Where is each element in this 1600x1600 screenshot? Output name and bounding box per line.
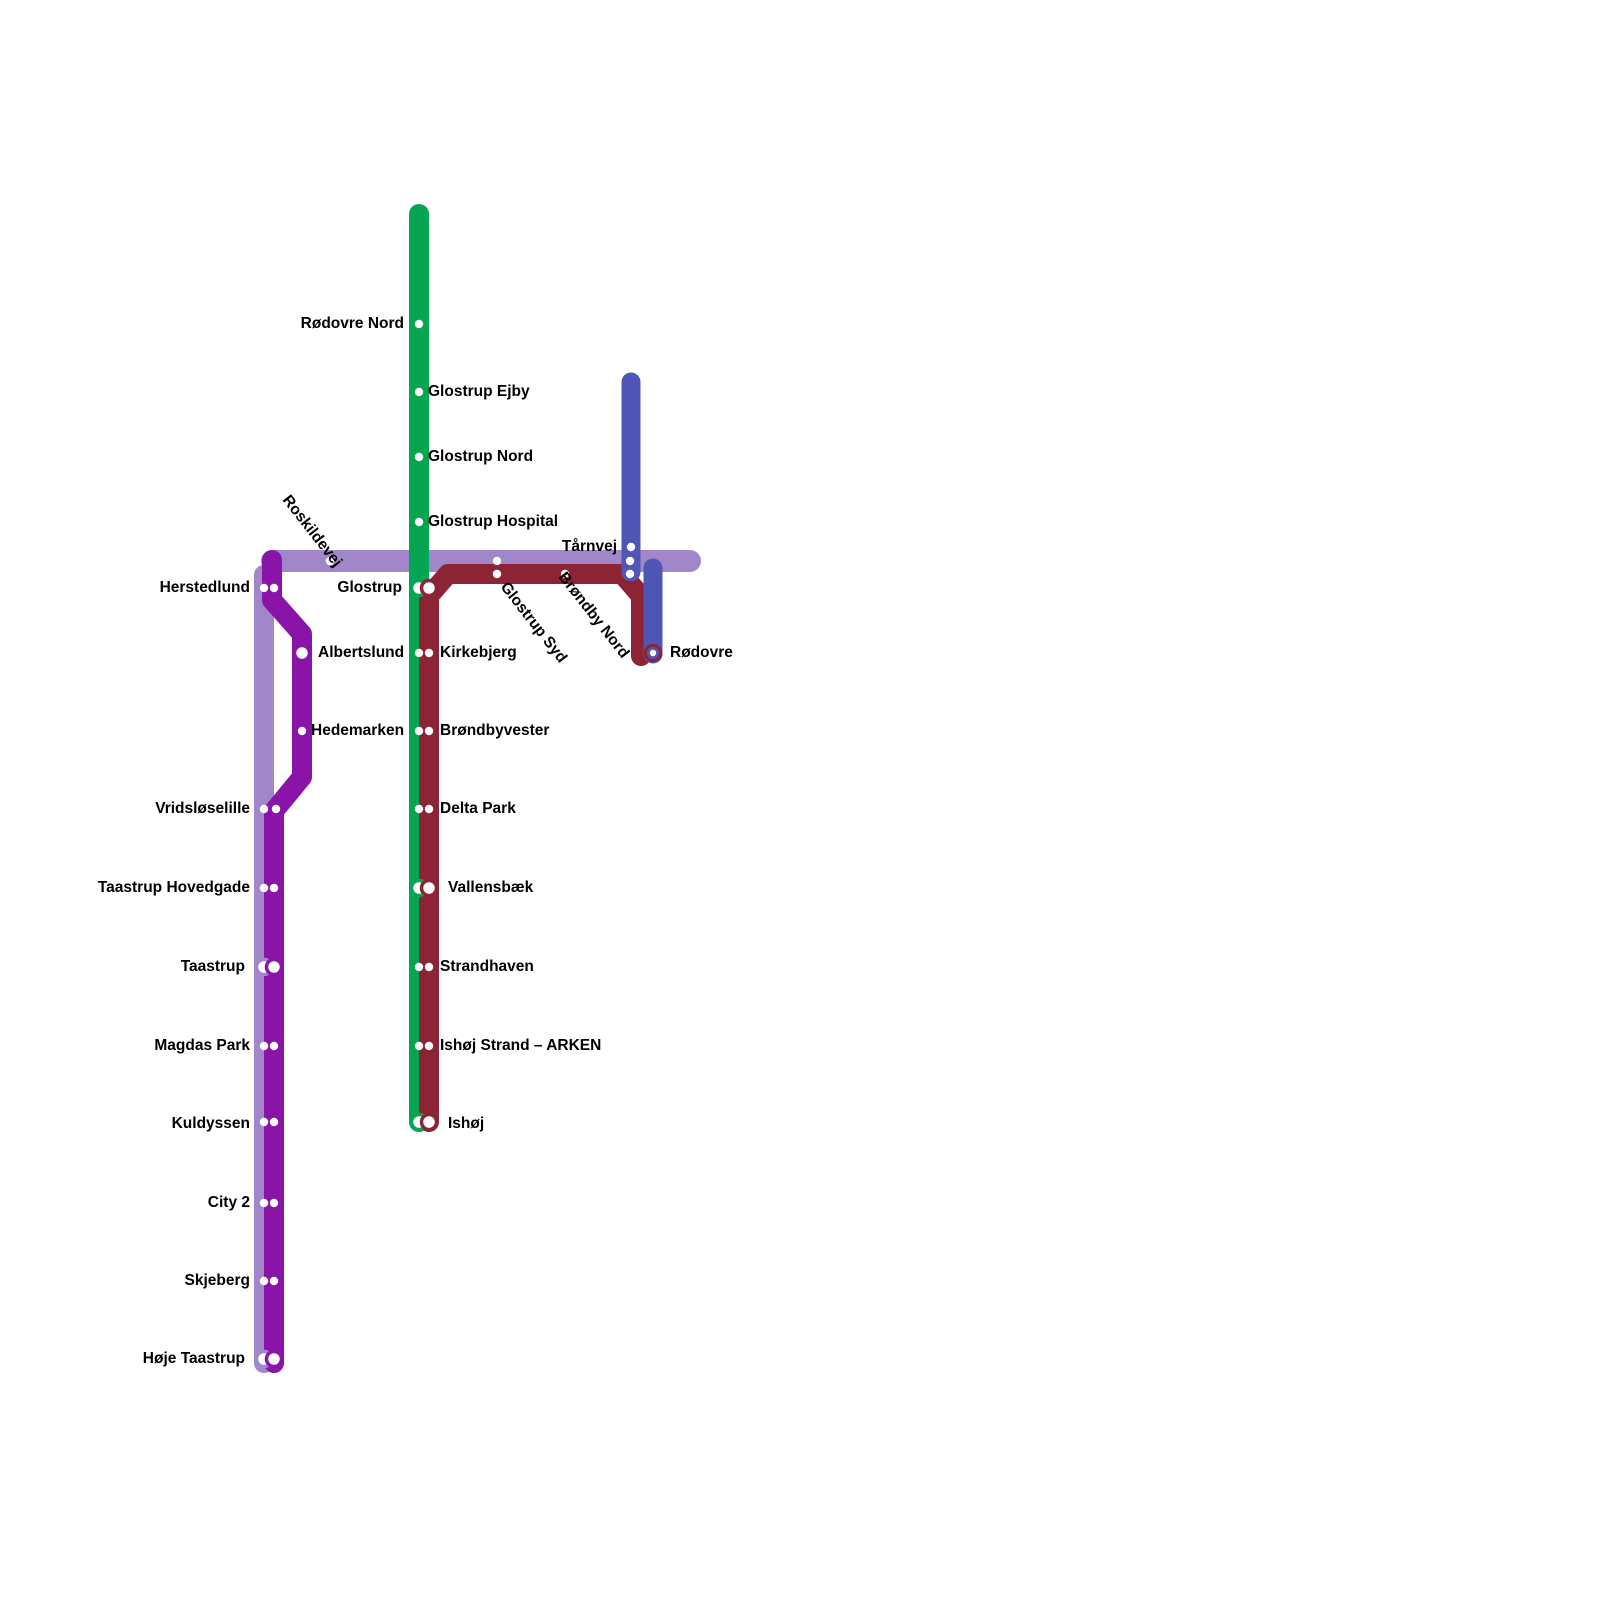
station-dot-glostrup-syd[interactable]: [492, 569, 502, 579]
station-dot-vridsloselille-lavender[interactable]: [259, 804, 269, 814]
station-dot-glostrup-syd-lavender[interactable]: [492, 556, 502, 566]
station-dot-kuldyssen-lavender[interactable]: [259, 1117, 269, 1127]
station-label-herstedlund: Herstedlund: [160, 579, 250, 596]
station-label-ishoj-strand-arken: Ishøj Strand – ARKEN: [440, 1037, 601, 1054]
green-line-station-dots[interactable]: [414, 319, 424, 1051]
station-label-hedemarken: Hedemarken: [311, 722, 404, 739]
station-label-rodovre-nord: Rødovre Nord: [301, 315, 404, 332]
station-label-kuldyssen: Kuldyssen: [172, 1115, 250, 1132]
station-label-glostrup: Glostrup: [337, 579, 402, 596]
station-label-vridsloselille: Vridsløselille: [155, 800, 250, 817]
line-purple[interactable]: [262, 550, 312, 1373]
line-darkred[interactable]: [419, 564, 651, 1132]
station-dot-brondbyvester-green[interactable]: [414, 726, 424, 736]
station-dot-ishoj-strand-arken-green[interactable]: [414, 1041, 424, 1051]
station-dot-brondby-nord[interactable]: [560, 569, 570, 579]
purple-line-station-dots[interactable]: [264, 583, 312, 1369]
station-dot-glostrup-nord[interactable]: [414, 452, 424, 462]
station-dot-rodovre-nord[interactable]: [414, 319, 424, 329]
darkred-line-station-dots[interactable]: [424, 569, 635, 1051]
interchange-vallensbaek-red[interactable]: [419, 878, 439, 898]
station-label-brondbyvester: Brøndbyvester: [440, 722, 549, 739]
station-label-glostrup-ejby: Glostrup Ejby: [428, 383, 530, 400]
station-label-vallensbaek: Vallensbæk: [448, 879, 534, 896]
interchange-albertslund-purple[interactable]: [292, 643, 312, 663]
station-label-glostrup-hospital: Glostrup Hospital: [428, 513, 558, 530]
station-dot-brondbyvester-red[interactable]: [424, 726, 434, 736]
station-label-strandhaven: Strandhaven: [440, 958, 534, 975]
line-purple-main-path[interactable]: [262, 550, 312, 1373]
station-label-rodovre: Rødovre: [670, 644, 733, 661]
line-darkred-main-path[interactable]: [419, 564, 651, 1132]
station-dot-vridsloselille-purple[interactable]: [271, 804, 281, 814]
interchange-glostrup-red[interactable]: [419, 578, 439, 598]
station-dot-tarnvej-red[interactable]: [625, 569, 635, 579]
station-dot-magdas-park-purple[interactable]: [269, 1041, 279, 1051]
station-label-city-2: City 2: [208, 1194, 250, 1211]
station-dot-kirkebjerg-green[interactable]: [414, 648, 424, 658]
interchange-rodovre-blue-core[interactable]: [649, 649, 657, 657]
station-dot-kuldyssen-purple[interactable]: [269, 1117, 279, 1127]
station-dot-tarnvej-blue[interactable]: [626, 542, 636, 552]
station-dot-tarnvej-lavender[interactable]: [625, 556, 635, 566]
station-dot-magdas-park-lavender[interactable]: [259, 1041, 269, 1051]
line-blue[interactable]: [621, 372, 663, 664]
station-labels: Rødovre Nord Glostrup Ejby Glostrup Nord…: [98, 315, 733, 1367]
station-label-hoje-taastrup: Høje Taastrup: [143, 1350, 245, 1367]
station-dot-glostrup-hospital[interactable]: [414, 517, 424, 527]
station-label-albertslund: Albertslund: [318, 644, 404, 661]
station-dot-kirkebjerg-red[interactable]: [424, 648, 434, 658]
station-dot-city-2-lavender[interactable]: [259, 1198, 269, 1208]
station-label-glostrup-nord: Glostrup Nord: [428, 448, 533, 465]
station-dot-roskildevej-lavender[interactable]: [325, 556, 335, 566]
interchange-taastrup-purple[interactable]: [264, 957, 284, 977]
station-dot-ishoj-strand-arken-red[interactable]: [424, 1041, 434, 1051]
station-dot-taastrup-hovedgade-lavender[interactable]: [259, 883, 269, 893]
station-dot-taastrup-hovedgade-purple[interactable]: [269, 883, 279, 893]
station-label-skjeberg: Skjeberg: [185, 1272, 250, 1289]
station-dot-delta-park-red[interactable]: [424, 804, 434, 814]
station-dot-delta-park-green[interactable]: [414, 804, 424, 814]
station-label-tarnvej: Tårnvej: [562, 538, 617, 555]
station-dot-hedemarken-purple[interactable]: [297, 726, 307, 736]
station-label-magdas-park: Magdas Park: [154, 1037, 250, 1054]
interchange-hoje-taastrup-purple[interactable]: [264, 1349, 284, 1369]
station-dot-skjeberg-lavender[interactable]: [259, 1276, 269, 1286]
blue-line-station-dots[interactable]: [626, 542, 659, 659]
station-dot-strandhaven-red[interactable]: [424, 962, 434, 972]
station-label-taastrup: Taastrup: [181, 958, 245, 975]
station-dot-strandhaven-green[interactable]: [414, 962, 424, 972]
station-dot-herstedlund-lavender[interactable]: [259, 583, 269, 593]
station-dot-herstedlund-purple[interactable]: [269, 583, 279, 593]
station-label-ishoj: Ishøj: [448, 1115, 484, 1132]
station-label-delta-park: Delta Park: [440, 800, 516, 817]
interchange-ishoj-red[interactable]: [419, 1112, 439, 1132]
station-label-taastrup-hovedgade: Taastrup Hovedgade: [98, 879, 251, 896]
station-dot-city-2-purple[interactable]: [269, 1198, 279, 1208]
station-dot-glostrup-ejby[interactable]: [414, 387, 424, 397]
station-label-kirkebjerg: Kirkebjerg: [440, 644, 517, 661]
station-dot-skjeberg-purple[interactable]: [269, 1276, 279, 1286]
